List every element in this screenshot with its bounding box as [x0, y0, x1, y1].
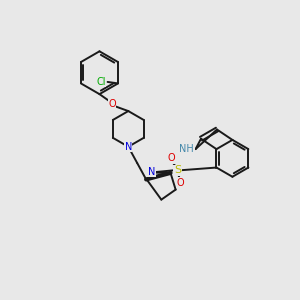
Text: S: S [174, 165, 181, 175]
Text: O: O [177, 178, 184, 188]
Text: NH: NH [179, 144, 194, 154]
Text: O: O [108, 99, 116, 109]
Text: O: O [167, 153, 175, 163]
Text: N: N [148, 167, 155, 177]
Text: N: N [124, 142, 132, 152]
Text: Cl: Cl [96, 77, 106, 87]
